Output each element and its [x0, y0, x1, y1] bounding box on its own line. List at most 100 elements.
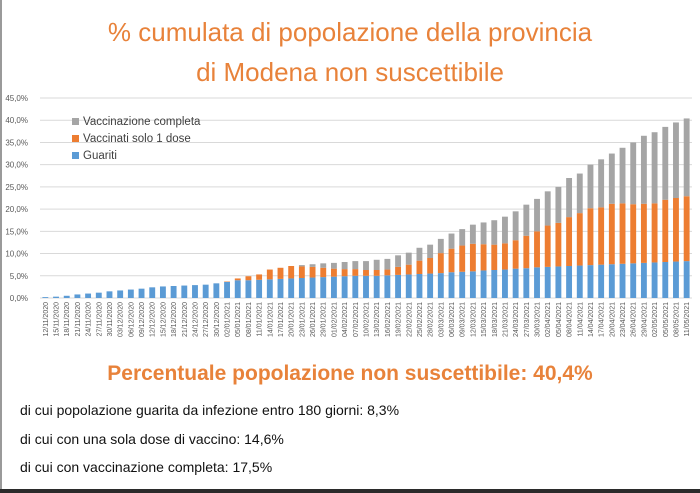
legend-label: Guariti [83, 150, 117, 162]
bar-vaccinazione-completa [437, 238, 444, 254]
bar-guariti [416, 274, 423, 298]
bar-vaccinazione-completa [405, 252, 412, 265]
bar-vaccinazione-completa [448, 233, 455, 249]
x-tick-label: 14/04/2021 [588, 302, 595, 337]
x-tick-label: 19/02/2021 [396, 302, 403, 337]
bar-guariti [245, 280, 252, 298]
bar-vaccinati-solo-1-dose [395, 266, 402, 275]
legend-label: Vaccinazione completa [83, 116, 201, 128]
bar-guariti [74, 294, 81, 298]
bar-vaccinati-solo-1-dose [309, 266, 316, 278]
bar-vaccinati-solo-1-dose [662, 199, 669, 262]
detail-guariti: di cui popolazione guarita da infezione … [20, 402, 400, 418]
bar-guariti [95, 292, 102, 298]
x-tick-label: 05/05/2021 [663, 302, 670, 337]
y-tick-label: 45,0% [5, 94, 28, 103]
bar-vaccinazione-completa [587, 164, 594, 209]
x-tick-label: 07/02/2021 [353, 302, 360, 337]
x-tick-label: 22/02/2021 [406, 302, 413, 337]
bar-guariti [555, 266, 562, 298]
bar-vaccinati-solo-1-dose [277, 267, 284, 279]
y-tick-label: 30,0% [5, 161, 28, 170]
bar-guariti [330, 276, 337, 298]
bar-guariti [181, 285, 188, 298]
bar-guariti [619, 263, 626, 298]
y-tick-label: 35,0% [5, 138, 28, 147]
x-tick-label: 18/12/2020 [171, 302, 178, 337]
x-tick-label: 27/03/2021 [524, 302, 531, 337]
x-tick-label: 06/03/2021 [449, 302, 456, 337]
bar-vaccinati-solo-1-dose [555, 222, 562, 267]
bar-guariti [320, 277, 327, 298]
bar-guariti [576, 265, 583, 298]
bar-guariti [159, 286, 166, 298]
bar-vaccinazione-completa [352, 261, 359, 270]
bar-vaccinazione-completa [384, 258, 391, 270]
bar-vaccinati-solo-1-dose [534, 231, 540, 268]
bar-guariti [42, 297, 49, 298]
bar-vaccinazione-completa [320, 263, 327, 268]
bar-vaccinazione-completa [662, 126, 669, 200]
bar-guariti [544, 266, 551, 298]
bar-vaccinati-solo-1-dose [341, 269, 348, 277]
bar-vaccinazione-completa [523, 204, 530, 236]
bar-vaccinazione-completa [469, 224, 476, 244]
bar-guariti [373, 275, 380, 298]
bar-vaccinati-solo-1-dose [608, 203, 615, 265]
bar-vaccinati-solo-1-dose [234, 278, 241, 281]
bar-vaccinati-solo-1-dose [566, 217, 573, 266]
bar-vaccinazione-completa [683, 118, 690, 197]
bar-vaccinati-solo-1-dose [673, 198, 679, 262]
bar-vaccinazione-completa [512, 211, 519, 241]
bar-vaccinati-solo-1-dose [320, 267, 327, 278]
y-tick-label: 40,0% [5, 116, 28, 125]
bar-vaccinazione-completa [459, 229, 466, 246]
bar-guariti [427, 273, 434, 298]
bar-vaccinazione-completa [619, 147, 626, 204]
bar-vaccinati-solo-1-dose [256, 274, 263, 280]
bar-vaccinazione-completa [630, 142, 637, 205]
bar-guariti [534, 267, 540, 298]
x-tick-label: 11/01/2021 [257, 302, 264, 337]
bar-guariti [309, 277, 316, 298]
bar-vaccinazione-completa [502, 216, 508, 244]
bar-vaccinazione-completa [309, 264, 316, 267]
x-tick-label: 02/01/2021 [225, 302, 232, 337]
bar-guariti [85, 293, 92, 298]
bar-vaccinati-solo-1-dose [427, 258, 434, 274]
bar-guariti [352, 275, 359, 298]
bar-vaccinazione-completa [416, 247, 423, 261]
x-tick-label: 29/01/2021 [321, 302, 328, 337]
x-tick-label: 03/12/2020 [118, 302, 125, 337]
bar-vaccinati-solo-1-dose [651, 203, 658, 263]
bar-vaccinati-solo-1-dose [352, 269, 359, 276]
x-tick-label: 24/12/2020 [192, 302, 199, 337]
x-tick-label: 08/04/2021 [567, 302, 574, 337]
bar-guariti [395, 274, 402, 298]
x-tick-label: 11/04/2021 [577, 302, 584, 337]
x-tick-label: 21/12/2020 [182, 302, 189, 337]
bar-guariti [170, 286, 177, 298]
bar-vaccinati-solo-1-dose [630, 204, 637, 264]
x-tick-label: 12/12/2020 [150, 302, 157, 337]
bar-guariti [127, 289, 134, 298]
bar-vaccinati-solo-1-dose [683, 196, 690, 262]
x-tick-label: 05/01/2021 [235, 302, 242, 337]
y-tick-label: 0,0% [10, 294, 28, 303]
bar-vaccinati-solo-1-dose [363, 270, 369, 276]
bar-guariti [234, 280, 241, 298]
bar-vaccinazione-completa [576, 173, 583, 214]
bar-vaccinazione-completa [298, 265, 305, 267]
x-tick-label: 20/04/2021 [609, 302, 616, 337]
chart-title-line-2: di Modena non suscettibile [196, 57, 504, 87]
bar-guariti [138, 288, 145, 298]
bar-vaccinazione-completa [608, 153, 615, 204]
x-tick-label: 16/02/2021 [385, 302, 392, 337]
x-tick-label: 15/12/2020 [160, 302, 167, 337]
bar-vaccinazione-completa [395, 255, 402, 267]
x-tick-label: 12/03/2021 [470, 302, 477, 337]
y-tick-label: 25,0% [5, 183, 28, 192]
x-tick-label: 18/03/2021 [492, 302, 499, 337]
x-tick-label: 24/11/2020 [86, 302, 93, 337]
x-tick-label: 21/03/2021 [502, 302, 509, 337]
